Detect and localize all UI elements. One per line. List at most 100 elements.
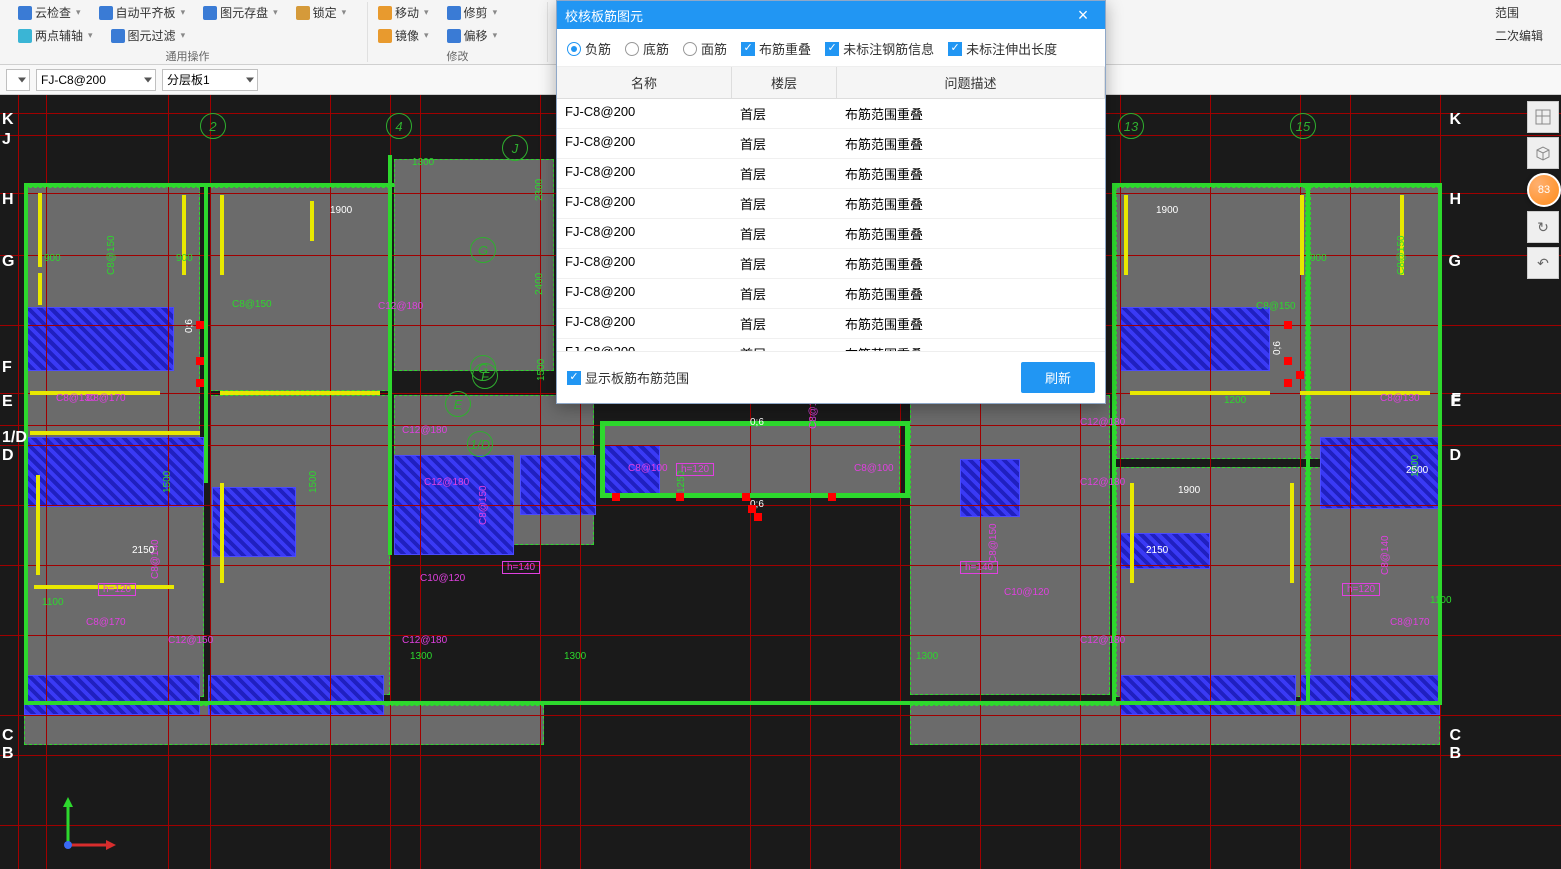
cell-floor: 首层 [732, 159, 837, 188]
axis-bubble: 1/D [467, 431, 493, 457]
axis-bubble: F [472, 363, 498, 389]
dim-tag: 1200 [1224, 395, 1246, 406]
axis-letter: H [1449, 191, 1461, 209]
marker [1296, 371, 1304, 379]
undo-icon[interactable]: ↶ [1527, 247, 1559, 279]
filter-radio[interactable]: 负筋 [567, 39, 611, 58]
cell-floor: 首层 [732, 189, 837, 218]
rebar-line [220, 483, 224, 583]
filter-checkbox[interactable]: ✓ 未标注钢筋信息 [825, 39, 934, 58]
dim-tag: 2500 [1406, 465, 1428, 476]
table-row[interactable]: FJ-C8@200首层布筋范围重叠 [557, 279, 1105, 309]
marker [754, 513, 762, 521]
marker [196, 321, 204, 329]
ribbon-item[interactable]: 图元过滤▾ [107, 25, 190, 46]
ribbon-item[interactable]: 镜像▾ [374, 25, 433, 46]
combo-value: FJ-C8@200 [41, 73, 106, 87]
table-row[interactable]: FJ-C8@200首层布筋范围重叠 [557, 129, 1105, 159]
axis-bubble: 15 [1290, 113, 1316, 139]
dialog-titlebar[interactable]: 校核板筋图元 × [557, 1, 1105, 29]
hatched-region [960, 459, 1020, 517]
marker [612, 493, 620, 501]
checkbox-label: 未标注钢筋信息 [843, 39, 934, 58]
ribbon-item-label: 偏移 [464, 27, 488, 44]
table-row[interactable]: FJ-C8@200首层布筋范围重叠 [557, 309, 1105, 339]
dim-tag: 1300 [412, 157, 434, 168]
combo-empty[interactable] [6, 69, 30, 91]
close-icon[interactable]: × [1069, 1, 1097, 29]
hatched-region [520, 455, 596, 515]
refresh-button[interactable]: 刷新 [1021, 362, 1095, 393]
wall [1112, 183, 1116, 703]
table-row[interactable]: FJ-C8@200首层布筋范围重叠 [557, 249, 1105, 279]
combo-layer[interactable]: 分层板1 [162, 69, 258, 91]
ribbon-item-label: 两点辅轴 [35, 27, 83, 44]
axis-gizmo [58, 795, 118, 855]
rebar-line [30, 431, 200, 435]
filter-radio[interactable]: 底筋 [625, 39, 669, 58]
table-row[interactable]: FJ-C8@200首层布筋范围重叠 [557, 99, 1105, 129]
radio-icon [567, 42, 581, 56]
ribbon-icon [18, 6, 32, 20]
checkbox-icon: ✓ [948, 42, 962, 56]
ribbon-item[interactable]: 云检查▾ [14, 2, 85, 23]
hatched-region [24, 437, 204, 507]
axis-letter: K [2, 111, 14, 129]
dialog-table-body[interactable]: FJ-C8@200首层布筋范围重叠FJ-C8@200首层布筋范围重叠FJ-C8@… [557, 99, 1105, 351]
dim-tag: C8@170 [86, 617, 126, 628]
table-row[interactable]: FJ-C8@200首层布筋范围重叠 [557, 339, 1105, 351]
ribbon-item[interactable]: 偏移▾ [443, 25, 502, 46]
table-row[interactable]: FJ-C8@200首层布筋范围重叠 [557, 219, 1105, 249]
table-row[interactable]: FJ-C8@200首层布筋范围重叠 [557, 189, 1105, 219]
grid-line [0, 635, 1561, 636]
cell-desc: 布筋范围重叠 [837, 99, 1105, 128]
ribbon-item[interactable]: 修剪▾ [443, 2, 502, 23]
ribbon-item[interactable]: 图元存盘▾ [199, 2, 282, 23]
dim-tag: C10@120 [420, 573, 465, 584]
dim-tag: 1500 [308, 471, 319, 493]
table-row[interactable]: FJ-C8@200首层布筋范围重叠 [557, 159, 1105, 189]
radio-icon [683, 42, 697, 56]
dim-tag: C10@120 [1004, 587, 1049, 598]
grid-line [0, 445, 1561, 446]
cell-floor: 首层 [732, 279, 837, 308]
filter-checkbox[interactable]: ✓未标注伸出长度 [948, 39, 1057, 58]
ribbon-group-general: 云检查▾自动平齐板▾图元存盘▾锁定▾两点辅轴▾图元过滤▾ 通用操作 [8, 2, 368, 62]
marker [742, 493, 750, 501]
axis-bubble: 2 [200, 113, 226, 139]
dim-tag: 1300 [564, 651, 586, 662]
axis-letter: J [2, 131, 11, 149]
view-cube-icon[interactable] [1527, 101, 1559, 133]
slab-label: h=120 [676, 463, 714, 476]
ribbon-group-modify: 移动▾修剪▾镜像▾偏移▾ 修改 [368, 2, 548, 62]
grid-line [46, 95, 47, 869]
filter-radio[interactable]: 面筋 [683, 39, 727, 58]
dim-tag: 1300 [410, 651, 432, 662]
show-range-checkbox[interactable]: ✓ 显示板筋布筋范围 [567, 368, 689, 387]
dim-tag: C8@170 [1390, 617, 1430, 628]
ribbon-item[interactable]: 锁定▾ [292, 2, 351, 23]
ribbon-item[interactable]: 移动▾ [374, 2, 433, 23]
right-tool-strip: 83 ↻ ↶ [1525, 95, 1561, 285]
checkbox-icon: ✓ [825, 42, 839, 56]
hatched-region [1120, 307, 1270, 371]
combo-rebar-spec[interactable]: FJ-C8@200 [36, 69, 156, 91]
filter-checkbox[interactable]: ✓布筋重叠 [741, 39, 811, 58]
rebar-line [1124, 195, 1128, 275]
ribbon-group-right: 范围 二次编辑 [1485, 2, 1553, 62]
cell-name: FJ-C8@200 [557, 309, 732, 338]
marker [1284, 321, 1292, 329]
ribbon-item-secondary-edit[interactable]: 二次编辑 [1491, 25, 1547, 46]
ribbon-item-range[interactable]: 范围 [1491, 2, 1547, 23]
cube-3d-icon[interactable] [1527, 137, 1559, 169]
ribbon-item-label: 自动平齐板 [116, 4, 176, 21]
slab-label: h=120 [98, 583, 136, 596]
notification-badge[interactable]: 83 [1527, 173, 1561, 207]
ribbon-item-label: 修剪 [464, 4, 488, 21]
dim-tag: 900 [176, 253, 193, 264]
ribbon-item[interactable]: 自动平齐板▾ [95, 2, 190, 23]
refresh-icon[interactable]: ↻ [1527, 211, 1559, 243]
dim-tag: 0;6 [1272, 341, 1283, 355]
cell-desc: 布筋范围重叠 [837, 219, 1105, 248]
ribbon-item[interactable]: 两点辅轴▾ [14, 25, 97, 46]
